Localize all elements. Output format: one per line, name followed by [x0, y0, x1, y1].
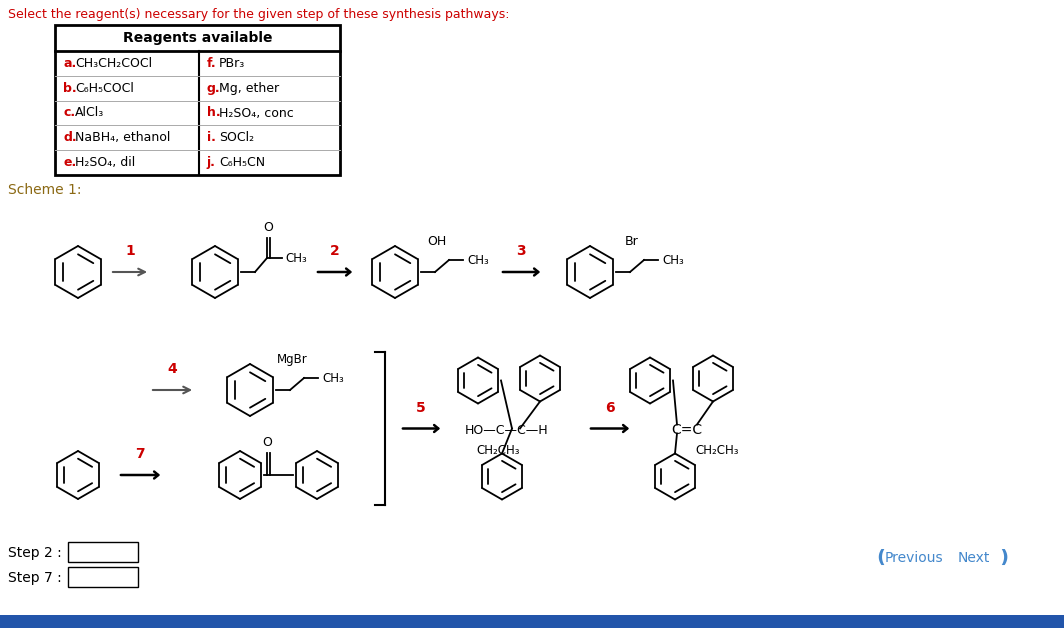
Bar	[55, 25, 340, 175]
Text: a.: a.	[63, 57, 77, 70]
Text: H₂SO₄, conc: H₂SO₄, conc	[219, 107, 294, 119]
Text: Select the reagent(s) necessary for the given step of these synthesis pathways:: Select the reagent(s) necessary for the …	[9, 8, 510, 21]
Text: Br: Br	[626, 235, 638, 248]
Bar	[68, 567, 138, 587]
Text: Previous: Previous	[885, 551, 944, 565]
Text: 3: 3	[516, 244, 526, 258]
Text: OH: OH	[428, 235, 447, 248]
Text: CH₃CH₂COCl: CH₃CH₂COCl	[74, 57, 152, 70]
Text: CH₃: CH₃	[467, 254, 488, 266]
Text: f.: f.	[206, 57, 217, 70]
Text: C₆H₅COCl: C₆H₅COCl	[74, 82, 134, 95]
Text: ❫: ❫	[996, 549, 1011, 567]
Text: 1: 1	[126, 244, 135, 258]
Text: C₆H₅CN: C₆H₅CN	[219, 156, 265, 169]
Text: O: O	[263, 221, 273, 234]
Text: Mg, ether: Mg, ether	[219, 82, 279, 95]
Text: 6: 6	[605, 401, 615, 414]
Text: NaBH₄, ethanol: NaBH₄, ethanol	[74, 131, 170, 144]
Text: CH₂CH₃: CH₂CH₃	[477, 443, 519, 457]
Text: d.: d.	[63, 131, 77, 144]
Text: e.: e.	[63, 156, 77, 169]
Text: i.: i.	[206, 131, 216, 144]
Text: CH₂CH₃: CH₂CH₃	[695, 443, 738, 457]
Text: Scheme 1:: Scheme 1:	[9, 183, 82, 197]
Text: Step 7 :: Step 7 :	[9, 571, 62, 585]
Text: Reagents available: Reagents available	[122, 31, 272, 45]
Text: 4: 4	[167, 362, 177, 376]
Text: CH₃: CH₃	[322, 372, 344, 384]
Text: Next: Next	[958, 551, 991, 565]
Text: Step 2 :: Step 2 :	[9, 546, 62, 560]
Text: 2: 2	[330, 244, 339, 258]
Text: C=C: C=C	[671, 423, 702, 438]
Text: c.: c.	[63, 107, 76, 119]
Text: j.: j.	[206, 156, 216, 169]
Text: g.: g.	[206, 82, 220, 95]
Text: O: O	[262, 436, 272, 449]
Text: 7: 7	[135, 447, 145, 461]
Text: MgBr: MgBr	[277, 353, 307, 366]
Text: SOCl₂: SOCl₂	[219, 131, 254, 144]
Text: b.: b.	[63, 82, 77, 95]
Bar	[68, 542, 138, 562]
Text: H₂SO₄, dil: H₂SO₄, dil	[74, 156, 135, 169]
Text: AlCl₃: AlCl₃	[74, 107, 104, 119]
Text: 5: 5	[416, 401, 426, 414]
Text: CH₃: CH₃	[662, 254, 684, 266]
Text: ❪: ❪	[872, 549, 888, 567]
Text: CH₃: CH₃	[285, 251, 306, 264]
Text: h.: h.	[206, 107, 220, 119]
Text: HO—C—C—H: HO—C—C—H	[465, 424, 549, 437]
Text: PBr₃: PBr₃	[219, 57, 245, 70]
Bar	[0, 615, 1064, 628]
